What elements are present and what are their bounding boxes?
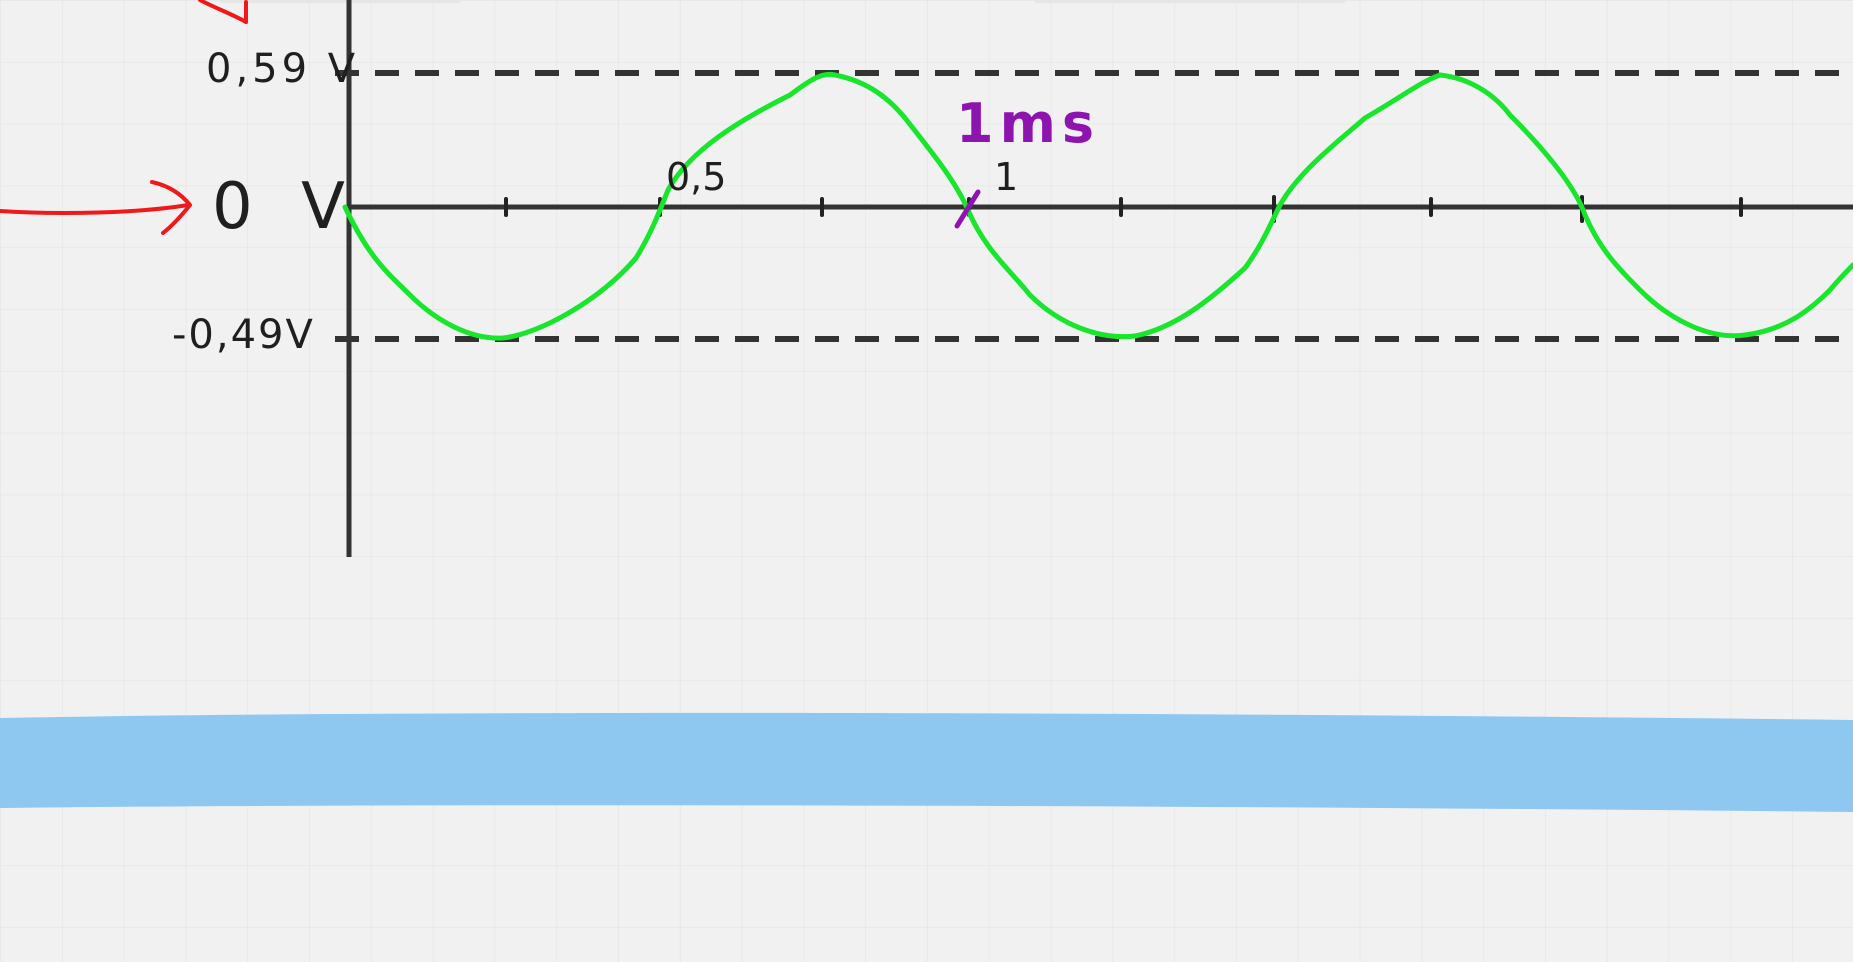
label-zero-voltage: 0 V (212, 170, 359, 244)
blue-highlighter-stroke (0, 712, 1853, 812)
label-period: 1ms (956, 92, 1100, 155)
label-bottom-voltage: -0,49V (172, 312, 315, 358)
label-tick-one: 1 (994, 155, 1018, 199)
top-arrow-fragment (198, 0, 249, 24)
zero-level-arrow (0, 180, 192, 235)
toolbar-fragment-left (220, 0, 460, 3)
label-tick-half: 0,5 (666, 155, 726, 199)
sine-wave (342, 71, 1853, 341)
label-top-voltage: 0,59 V (206, 46, 359, 92)
period-cross-marker (954, 189, 981, 229)
toolbar-fragment-right (1035, 0, 1345, 3)
